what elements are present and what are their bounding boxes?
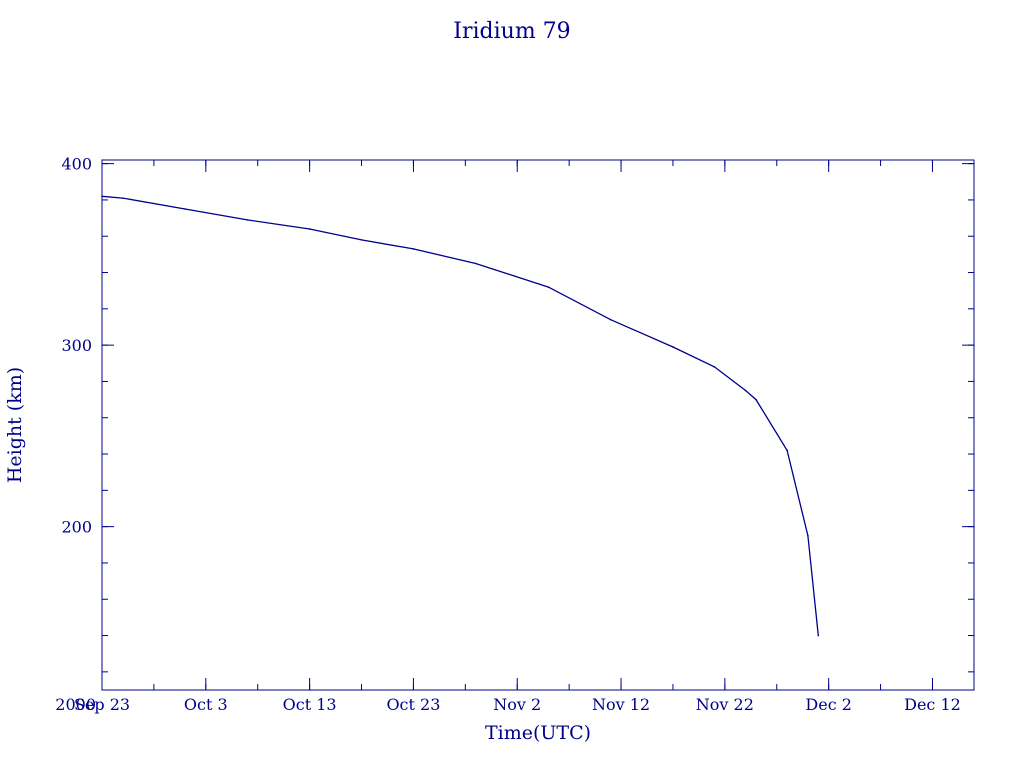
x-tick-label: Oct 3	[184, 695, 228, 714]
y-tick-label: 200	[61, 518, 92, 537]
y-axis-label: Height (km)	[4, 367, 26, 483]
data-point	[755, 398, 757, 401]
x-tick-label: Nov 2	[493, 695, 541, 714]
data-point	[101, 195, 103, 198]
data-point	[713, 366, 716, 368]
data-point	[817, 634, 820, 637]
x-axis-prefix: 2000	[55, 695, 96, 714]
series-points	[101, 195, 820, 637]
data-point	[744, 389, 747, 392]
data-point	[121, 197, 124, 199]
data-point	[184, 208, 186, 210]
data-point	[308, 228, 311, 230]
data-point	[786, 449, 788, 452]
x-tick-label: Nov 22	[696, 695, 754, 714]
data-point	[246, 219, 249, 221]
y-minor-ticks	[102, 163, 974, 673]
y-tick-label: 400	[61, 155, 92, 174]
series-line	[101, 195, 819, 636]
data-point	[672, 346, 674, 348]
data-point	[547, 286, 550, 288]
chart-title: Iridium 79	[453, 19, 570, 44]
x-tick-label: Dec 2	[805, 695, 852, 714]
x-axis-ticks: Sep 23 Oct 3 Oct 13 Oct 23 Nov 2 Nov 12 Nov 22…	[74, 160, 961, 714]
x-axis-label: Time(UTC)	[485, 722, 591, 744]
data-point	[474, 262, 477, 265]
x-tick-label: Oct 13	[283, 695, 337, 714]
plot-frame	[101, 159, 975, 691]
data-point	[360, 239, 363, 241]
x-tick-label: Oct 23	[386, 695, 440, 714]
x-tick-label: Dec 12	[904, 695, 961, 714]
y-tick-label: 300	[61, 336, 92, 355]
x-tick-label: Nov 12	[592, 695, 650, 714]
x-minor-ticks	[101, 160, 933, 690]
x-tick-label: Sep 23	[74, 695, 130, 714]
y-axis-ticks: 400 300 200	[61, 155, 974, 537]
data-point	[807, 534, 809, 537]
data-point	[609, 318, 612, 321]
data-point	[412, 248, 415, 250]
